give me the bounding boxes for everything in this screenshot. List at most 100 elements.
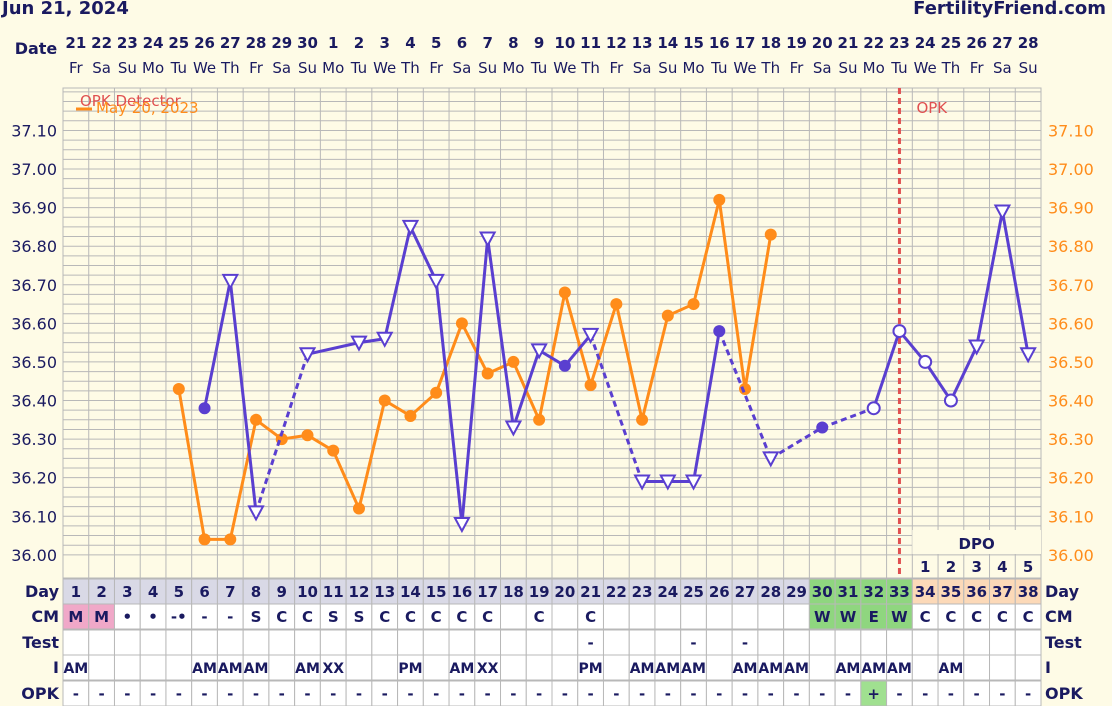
row-cell-value: - bbox=[896, 685, 902, 703]
temp-point bbox=[684, 474, 703, 491]
dpo-value: 1 bbox=[920, 558, 930, 576]
y-tick-left: 36.00 bbox=[11, 546, 57, 565]
row-cell bbox=[1014, 603, 1042, 630]
row-cell bbox=[242, 578, 270, 605]
date-label: 27 bbox=[220, 34, 241, 52]
y-tick-right: 36.80 bbox=[1048, 237, 1094, 256]
comparison-point bbox=[352, 502, 365, 515]
row-cell-value: + bbox=[867, 685, 880, 703]
row-cell bbox=[448, 603, 476, 630]
row-cell-value: - bbox=[690, 685, 696, 703]
comparison-point bbox=[301, 429, 314, 442]
row-cell bbox=[911, 680, 939, 706]
weekday-label: Fr bbox=[429, 59, 444, 77]
row-cell bbox=[963, 629, 991, 656]
comparison-point bbox=[739, 382, 752, 395]
row-cell-value: C bbox=[997, 608, 1008, 626]
row-cell-value: - bbox=[150, 685, 156, 703]
temp-segment bbox=[228, 280, 258, 513]
date-label: 6 bbox=[457, 34, 467, 52]
row-cell-value: 2 bbox=[96, 583, 106, 601]
temp-point bbox=[816, 421, 829, 434]
row-cell-value: M bbox=[68, 608, 83, 626]
comparison-point bbox=[636, 413, 649, 426]
row-cell-value: 4 bbox=[148, 583, 158, 601]
temp-point bbox=[866, 401, 881, 416]
y-tick-right: 36.30 bbox=[1048, 430, 1094, 449]
temp-point bbox=[892, 324, 907, 339]
row-cell bbox=[371, 629, 399, 656]
temp-segment bbox=[254, 353, 309, 513]
row-cell bbox=[268, 629, 296, 656]
y-tick-right: 37.10 bbox=[1048, 121, 1094, 140]
row-cell bbox=[216, 680, 244, 706]
row-cell-value: - bbox=[536, 685, 542, 703]
date-label: 13 bbox=[632, 34, 653, 52]
weekday-label: Sa bbox=[453, 59, 472, 77]
row-cell bbox=[705, 578, 733, 605]
temp-segment bbox=[511, 349, 541, 429]
row-cell-value: - bbox=[485, 685, 491, 703]
y-tick-left: 37.00 bbox=[11, 160, 57, 179]
row-cell-value: C bbox=[920, 608, 931, 626]
date-label: 22 bbox=[863, 34, 884, 52]
row-label-left: I bbox=[53, 658, 59, 677]
row-cell bbox=[62, 603, 90, 630]
row-cell bbox=[139, 654, 167, 681]
row-cell-value: -• bbox=[171, 608, 187, 626]
date-label: 21 bbox=[838, 34, 859, 52]
weekday-label: Th bbox=[760, 59, 780, 77]
row-cell-value: - bbox=[98, 685, 104, 703]
temp-segment bbox=[409, 226, 438, 282]
row-cell bbox=[551, 603, 579, 630]
row-cell-value: 37 bbox=[992, 583, 1013, 601]
row-cell bbox=[216, 629, 244, 656]
row-cell bbox=[628, 578, 656, 605]
y-tick-left: 36.90 bbox=[11, 199, 57, 218]
row-cell bbox=[808, 629, 836, 656]
row-cell-value: 31 bbox=[838, 583, 859, 601]
row-cell bbox=[808, 603, 836, 630]
row-cell bbox=[783, 654, 810, 681]
row-cell-value: PM bbox=[398, 661, 422, 677]
row-cell-value: 19 bbox=[529, 583, 550, 601]
weekday-label: Th bbox=[580, 59, 600, 77]
row-cell bbox=[525, 603, 553, 630]
dpo-box bbox=[912, 530, 1041, 554]
row-cell bbox=[345, 654, 373, 681]
temp-point bbox=[504, 420, 523, 437]
comparison-point bbox=[558, 286, 571, 299]
row-cell bbox=[757, 603, 785, 630]
temp-point bbox=[713, 325, 726, 338]
row-cell-value: - bbox=[562, 685, 568, 703]
row-cell bbox=[886, 603, 913, 630]
row-cell-value: 32 bbox=[863, 583, 884, 601]
row-cell-value: 27 bbox=[735, 583, 756, 601]
temp-point bbox=[530, 343, 548, 360]
row-cell-value: AM bbox=[887, 661, 912, 677]
row-cell bbox=[191, 603, 218, 630]
row-cell-value: 12 bbox=[349, 583, 370, 601]
row-cell bbox=[88, 603, 115, 630]
row-cell bbox=[525, 680, 553, 706]
temp-point bbox=[401, 219, 420, 237]
row-cell-value: 11 bbox=[323, 583, 344, 601]
dpo-value: 2 bbox=[946, 558, 956, 576]
row-cell-value: 24 bbox=[657, 583, 678, 601]
y-tick-left: 36.80 bbox=[11, 237, 57, 256]
row-cell bbox=[628, 654, 656, 681]
row-cell-value: C bbox=[1023, 608, 1034, 626]
weekday-label: Fr bbox=[69, 59, 84, 77]
temp-segment bbox=[486, 238, 515, 428]
temp-point bbox=[221, 273, 239, 291]
row-cell-value: 10 bbox=[297, 583, 318, 601]
date-label: 23 bbox=[117, 34, 138, 52]
dpo-label: DPO bbox=[959, 535, 995, 553]
row-cell bbox=[500, 654, 527, 681]
weekday-label: Fr bbox=[609, 59, 624, 77]
row-label-bg bbox=[0, 655, 63, 680]
date-label: 29 bbox=[271, 34, 292, 52]
weekday-label: Su bbox=[298, 59, 317, 77]
temp-segment bbox=[717, 330, 773, 459]
row-cell-value: - bbox=[227, 608, 233, 626]
